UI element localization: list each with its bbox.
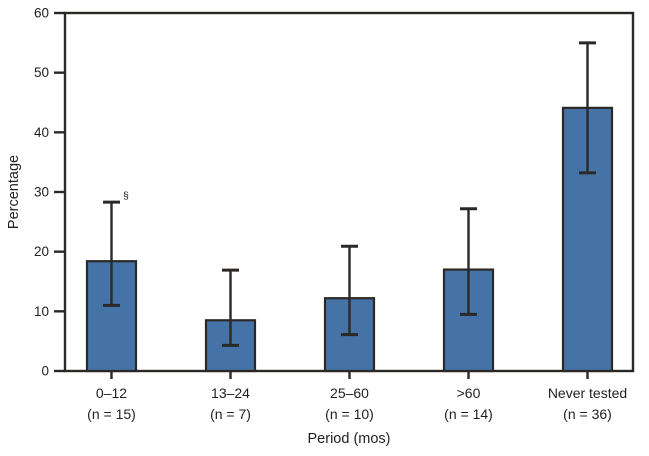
category-label: 25–60 [330,385,369,401]
y-tick-label: 50 [34,65,49,80]
y-tick-label: 60 [34,6,49,21]
category-label: >60 [457,385,481,401]
y-tick-label: 0 [41,364,49,379]
category-sublabel: (n = 36) [563,406,612,422]
category-label: Never tested [548,385,627,401]
category-sublabel: (n = 15) [87,406,136,422]
x-axis-title: Period (mos) [308,431,391,447]
chart-marks: 0 10 20 30 40 50 60 0–12 (n = 15) 13–24 (n = 7) 25–… [34,6,635,422]
y-tick-label: 30 [34,185,49,200]
y-tick-label: 10 [34,304,49,319]
footnote-marker: § [123,190,129,202]
category-label: 13–24 [211,385,250,401]
category-sublabel: (n = 7) [210,406,251,422]
y-axis-title: Percentage [6,155,22,229]
y-tick-label: 40 [34,125,49,140]
category-sublabel: (n = 14) [444,406,493,422]
y-tick-label: 20 [34,244,49,259]
category-label: 0–12 [96,385,127,401]
category-sublabel: (n = 10) [325,406,374,422]
